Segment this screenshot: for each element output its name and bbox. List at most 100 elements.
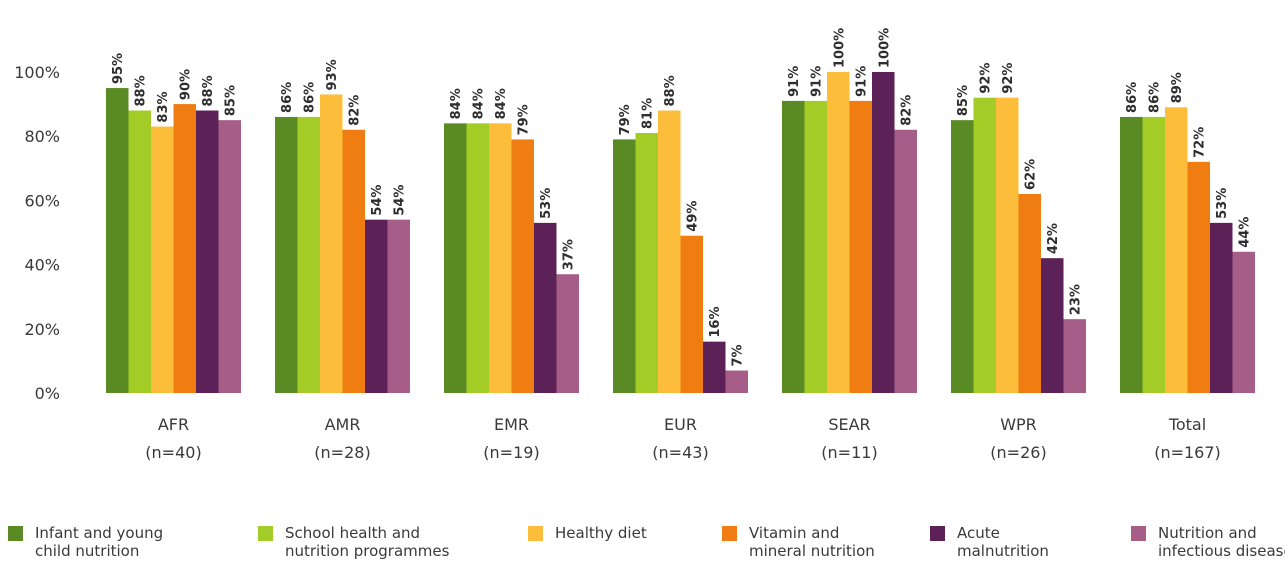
data-label: 82% [900, 95, 915, 126]
bar [1120, 116, 1143, 393]
bar [218, 120, 241, 394]
legend-label: Infant and young child nutrition [35, 524, 164, 560]
legend-label: Nutrition and infectious disease [1158, 524, 1285, 560]
bar [365, 219, 388, 393]
bar [196, 110, 219, 394]
data-label: 85% [224, 85, 239, 116]
bar [320, 94, 343, 393]
category-label: Total [1168, 415, 1206, 434]
bar [1142, 116, 1165, 393]
data-label: 79% [517, 104, 532, 135]
bar [804, 100, 827, 393]
data-label: 81% [641, 98, 656, 129]
bar [151, 126, 174, 393]
data-label: 95% [111, 53, 126, 84]
legend-swatch [8, 526, 23, 541]
bar [444, 123, 467, 394]
bar [782, 100, 805, 393]
category-label: (n=11) [821, 443, 877, 462]
data-label: 84% [472, 88, 487, 119]
category-label: EUR [664, 415, 697, 434]
data-label: 84% [494, 88, 509, 119]
legend-item: Healthy diet [528, 524, 745, 542]
data-label: 91% [855, 66, 870, 97]
y-tick-label: 0% [35, 384, 60, 403]
bar [635, 132, 658, 394]
bar [275, 116, 298, 393]
bar [297, 116, 320, 393]
data-label: 62% [1024, 159, 1039, 190]
data-label: 53% [1215, 188, 1230, 219]
data-label: 92% [1001, 63, 1016, 94]
data-label: 92% [979, 63, 994, 94]
data-label: 90% [179, 69, 194, 100]
bar [106, 88, 129, 394]
data-label: 85% [956, 85, 971, 116]
data-label: 100% [877, 28, 892, 68]
bar [1165, 107, 1188, 393]
data-label: 91% [787, 66, 802, 97]
bar [128, 110, 151, 394]
data-label: 88% [201, 75, 216, 106]
data-label: 42% [1046, 223, 1061, 254]
data-label: 49% [686, 201, 701, 232]
data-label: 84% [449, 88, 464, 119]
data-label: 88% [663, 75, 678, 106]
category-label: EMR [494, 415, 529, 434]
legend-swatch [258, 526, 273, 541]
bar [827, 72, 850, 393]
data-label: 89% [1170, 72, 1185, 103]
bar-chart: 0% 20% 40% 60% 80% 100% 95% 88% 83% 90% 88% 85% 86%… [14, 28, 1255, 462]
data-label: 79% [618, 104, 633, 135]
data-label: 44% [1238, 217, 1253, 248]
bar [658, 110, 681, 394]
y-axis: 0% 20% 40% 60% 80% 100% [14, 63, 60, 403]
bar [613, 139, 636, 393]
y-tick-label: 60% [24, 191, 60, 210]
category-label: (n=19) [483, 443, 539, 462]
data-label: 86% [1148, 82, 1163, 113]
data-label: 93% [325, 59, 340, 90]
bar [872, 72, 895, 393]
legend-label: Healthy diet [555, 524, 647, 542]
bars-group [106, 72, 1255, 394]
legend-item: Nutrition and infectious disease [1131, 524, 1285, 560]
data-label: 83% [156, 91, 171, 122]
y-tick-label: 100% [14, 63, 60, 82]
legend-item: School health and nutrition programmes [258, 524, 475, 560]
bar [680, 235, 703, 393]
category-label: (n=43) [652, 443, 708, 462]
legend-swatch [722, 526, 737, 541]
data-label: 100% [832, 28, 847, 68]
bar [951, 120, 974, 394]
category-label: WPR [1000, 415, 1037, 434]
data-label: 91% [810, 66, 825, 97]
data-label: 54% [393, 185, 408, 216]
data-label: 53% [539, 188, 554, 219]
data-label: 86% [1125, 82, 1140, 113]
bar [556, 274, 579, 393]
bar [1210, 222, 1233, 393]
category-labels-group: AFR (n=40) AMR (n=28) EMR (n=19) EUR (n=43) SEAR… [145, 415, 1220, 462]
bar [489, 123, 512, 394]
bar [973, 97, 996, 394]
data-label: 23% [1069, 284, 1084, 315]
legend-swatch [1131, 526, 1146, 541]
data-label: 54% [370, 185, 385, 216]
legend-item: Vitamin and mineral nutrition [722, 524, 939, 560]
data-label: 86% [303, 82, 318, 113]
category-label: (n=26) [990, 443, 1046, 462]
category-label: (n=28) [314, 443, 370, 462]
bar [703, 341, 726, 393]
y-tick-label: 20% [24, 320, 60, 339]
bar [1187, 161, 1210, 393]
legend-label: School health and nutrition programmes [285, 524, 450, 560]
category-label: (n=40) [145, 443, 201, 462]
data-labels-group: 95% 88% 83% 90% 88% 85% 86% 86% 93% 82% 54% 54% 84% 8… [111, 28, 1253, 367]
y-tick-label: 40% [24, 256, 60, 275]
data-label: 72% [1193, 127, 1208, 158]
data-label: 82% [348, 95, 363, 126]
legend-swatch [930, 526, 945, 541]
y-tick-label: 80% [24, 127, 60, 146]
bar [1041, 258, 1064, 393]
